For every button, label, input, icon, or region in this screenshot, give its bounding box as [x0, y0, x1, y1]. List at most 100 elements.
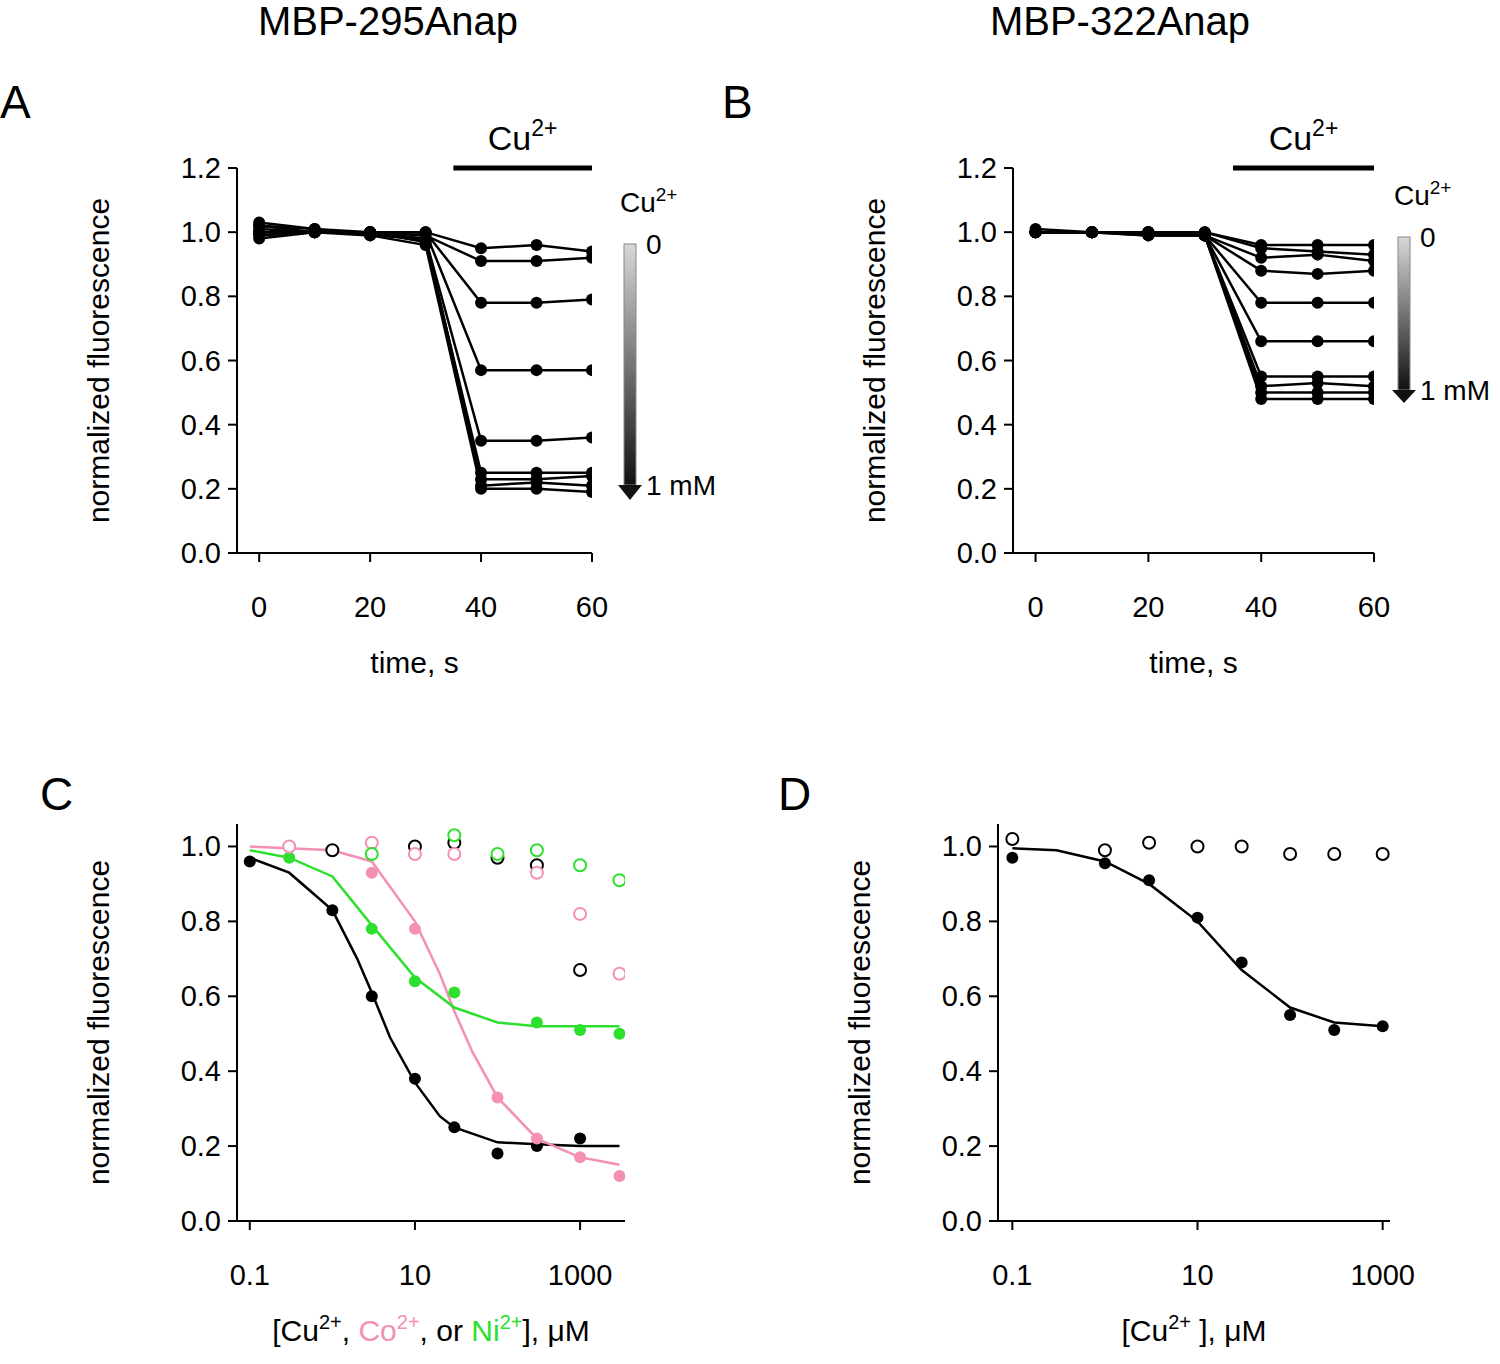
- x-tick-label: 10: [399, 1259, 431, 1291]
- x-tick: [1197, 1221, 1199, 1230]
- x-tick-label: 20: [1132, 591, 1164, 623]
- data-point: [1284, 848, 1296, 860]
- label-part: Co: [358, 1314, 396, 1347]
- data-point: [531, 844, 543, 856]
- data-point: [1142, 229, 1154, 241]
- y-tick: [228, 1145, 237, 1147]
- title: MBP-322Anap: [990, 0, 1250, 43]
- data-point: [409, 975, 421, 987]
- data-point: [253, 226, 265, 238]
- data-point: [1086, 226, 1098, 238]
- data-point: [1255, 393, 1267, 405]
- series-line: [259, 232, 592, 492]
- x-tick: [1382, 1221, 1384, 1230]
- y-tick-label: 0.2: [957, 473, 997, 505]
- application-bar: [453, 166, 592, 171]
- data-point: [309, 226, 321, 238]
- data-point: [1086, 226, 1098, 238]
- x-axis: [1013, 552, 1374, 554]
- markers: [253, 217, 592, 499]
- label-part: Ni: [471, 1314, 499, 1347]
- y-tick-label: 0.6: [181, 980, 221, 1012]
- data-point: [574, 859, 586, 871]
- data-point: [574, 1151, 586, 1163]
- data-point: [283, 840, 295, 852]
- data-point: [531, 239, 543, 251]
- series-line: [1036, 232, 1374, 399]
- panel: D0.00.20.40.60.81.00.1101000normalized f…: [778, 768, 1415, 1347]
- series-line: [259, 226, 592, 486]
- superscript: 2+: [319, 1311, 342, 1333]
- y-tick: [228, 1070, 237, 1072]
- series-line: [1036, 232, 1374, 392]
- data-point: [1030, 226, 1042, 238]
- markers: [1030, 223, 1374, 405]
- plot-area: [244, 829, 625, 1182]
- y-tick-label: 0.8: [181, 280, 221, 312]
- y-tick-label: 0.8: [942, 905, 982, 937]
- data-point: [1086, 226, 1098, 238]
- y-tick: [1004, 295, 1013, 297]
- data-point: [409, 1073, 421, 1085]
- superscript: 2+: [531, 115, 557, 141]
- markers: [1006, 833, 1388, 1036]
- data-point: [1086, 226, 1098, 238]
- data-point: [1377, 848, 1389, 860]
- data-point: [613, 1170, 625, 1182]
- data-point: [1142, 229, 1154, 241]
- data-point: [475, 435, 487, 447]
- application-bar: [1233, 166, 1374, 171]
- data-point: [1377, 1020, 1389, 1032]
- x-tick-label: 1000: [1350, 1259, 1415, 1291]
- data-point: [574, 908, 586, 920]
- data-point: [1143, 874, 1155, 886]
- series-line: [1012, 848, 1382, 1026]
- y-axis: [997, 824, 999, 1221]
- data-point: [1368, 335, 1374, 347]
- y-tick: [1004, 488, 1013, 490]
- data-point: [1030, 226, 1042, 238]
- data-point: [531, 297, 543, 309]
- panel: AMBP-295Anap0.00.20.40.60.81.01.20204060…: [0, 0, 716, 679]
- data-point: [574, 964, 586, 976]
- series-line: [259, 232, 592, 479]
- panel: C0.00.20.40.60.81.00.1101000normalized f…: [40, 768, 625, 1347]
- data-point: [1086, 226, 1098, 238]
- data-point: [1368, 393, 1374, 405]
- data-point: [586, 252, 592, 264]
- y-tick: [1004, 552, 1013, 554]
- x-tick-label: 10: [1181, 1259, 1213, 1291]
- data-point: [475, 242, 487, 254]
- x-tick-label: 60: [1358, 591, 1390, 623]
- data-point: [475, 483, 487, 495]
- y-axis-label: normalized fluorescence: [858, 198, 891, 523]
- y-tick: [228, 552, 237, 554]
- x-axis-label: time, s: [1149, 646, 1237, 679]
- data-point: [531, 1017, 543, 1029]
- data-point: [309, 226, 321, 238]
- data-point: [586, 486, 592, 498]
- superscript: 2+: [500, 1311, 523, 1333]
- x-tick: [1373, 553, 1375, 562]
- x-tick: [591, 553, 593, 562]
- x-tick: [258, 553, 260, 562]
- data-point: [309, 226, 321, 238]
- data-point: [1368, 265, 1374, 277]
- data-point: [1199, 229, 1211, 241]
- x-tick: [480, 553, 482, 562]
- plot-area: [253, 217, 592, 499]
- colorbar-arrow: [1392, 390, 1416, 403]
- data-point: [1199, 229, 1211, 241]
- data-point: [253, 226, 265, 238]
- data-point: [1086, 226, 1098, 238]
- data-point: [366, 848, 378, 860]
- data-point: [1199, 229, 1211, 241]
- data-point: [364, 229, 376, 241]
- data-point: [326, 904, 338, 916]
- colorbar-arrow: [618, 485, 642, 500]
- y-tick-label: 1.0: [942, 830, 982, 862]
- data-point: [283, 840, 295, 852]
- data-point: [531, 435, 543, 447]
- data-point: [326, 844, 338, 856]
- data-point: [1006, 833, 1018, 845]
